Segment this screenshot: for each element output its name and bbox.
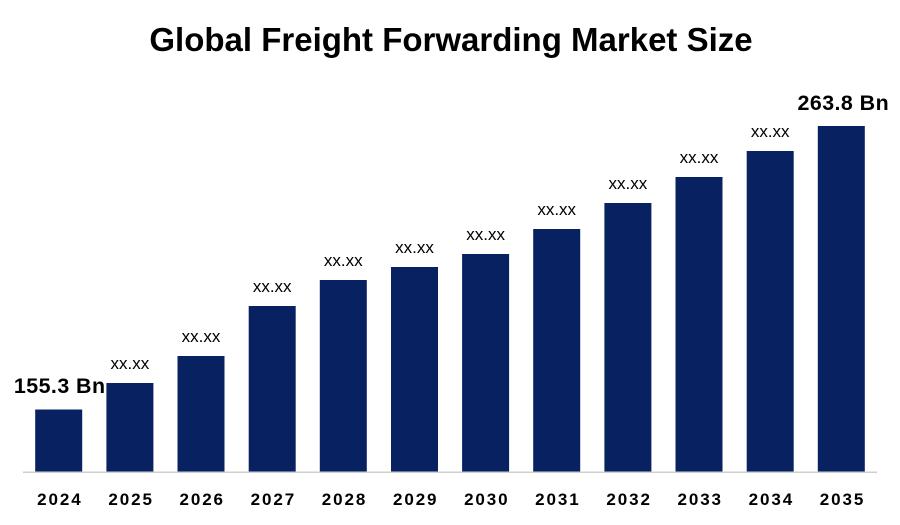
svg-text:155.3 Bn: 155.3 Bn (14, 374, 106, 398)
svg-text:Global Freight Forwarding Mark: Global Freight Forwarding Market Size (149, 21, 752, 58)
svg-text:xx.xx: xx.xx (609, 174, 648, 193)
svg-text:2031: 2031 (535, 490, 580, 509)
svg-text:263.8 Bn: 263.8 Bn (798, 91, 890, 115)
svg-text:2025: 2025 (108, 490, 153, 509)
svg-text:xx.xx: xx.xx (751, 122, 790, 141)
svg-text:2035: 2035 (820, 490, 865, 509)
svg-text:xx.xx: xx.xx (111, 354, 150, 373)
svg-text:xx.xx: xx.xx (182, 327, 221, 346)
svg-text:xx.xx: xx.xx (537, 200, 576, 219)
svg-text:2029: 2029 (393, 490, 438, 509)
svg-text:xx.xx: xx.xx (253, 277, 292, 296)
svg-text:2030: 2030 (464, 490, 509, 509)
svg-text:xx.xx: xx.xx (466, 225, 505, 244)
svg-text:2033: 2033 (677, 490, 722, 509)
svg-text:2032: 2032 (606, 490, 651, 509)
svg-text:xx.xx: xx.xx (395, 238, 434, 257)
svg-text:xx.xx: xx.xx (324, 251, 363, 270)
svg-text:2026: 2026 (179, 490, 224, 509)
svg-text:xx.xx: xx.xx (680, 148, 719, 167)
svg-text:2024: 2024 (37, 490, 82, 509)
svg-text:2034: 2034 (749, 490, 794, 509)
svg-text:2027: 2027 (251, 490, 296, 509)
svg-text:2028: 2028 (322, 490, 367, 509)
